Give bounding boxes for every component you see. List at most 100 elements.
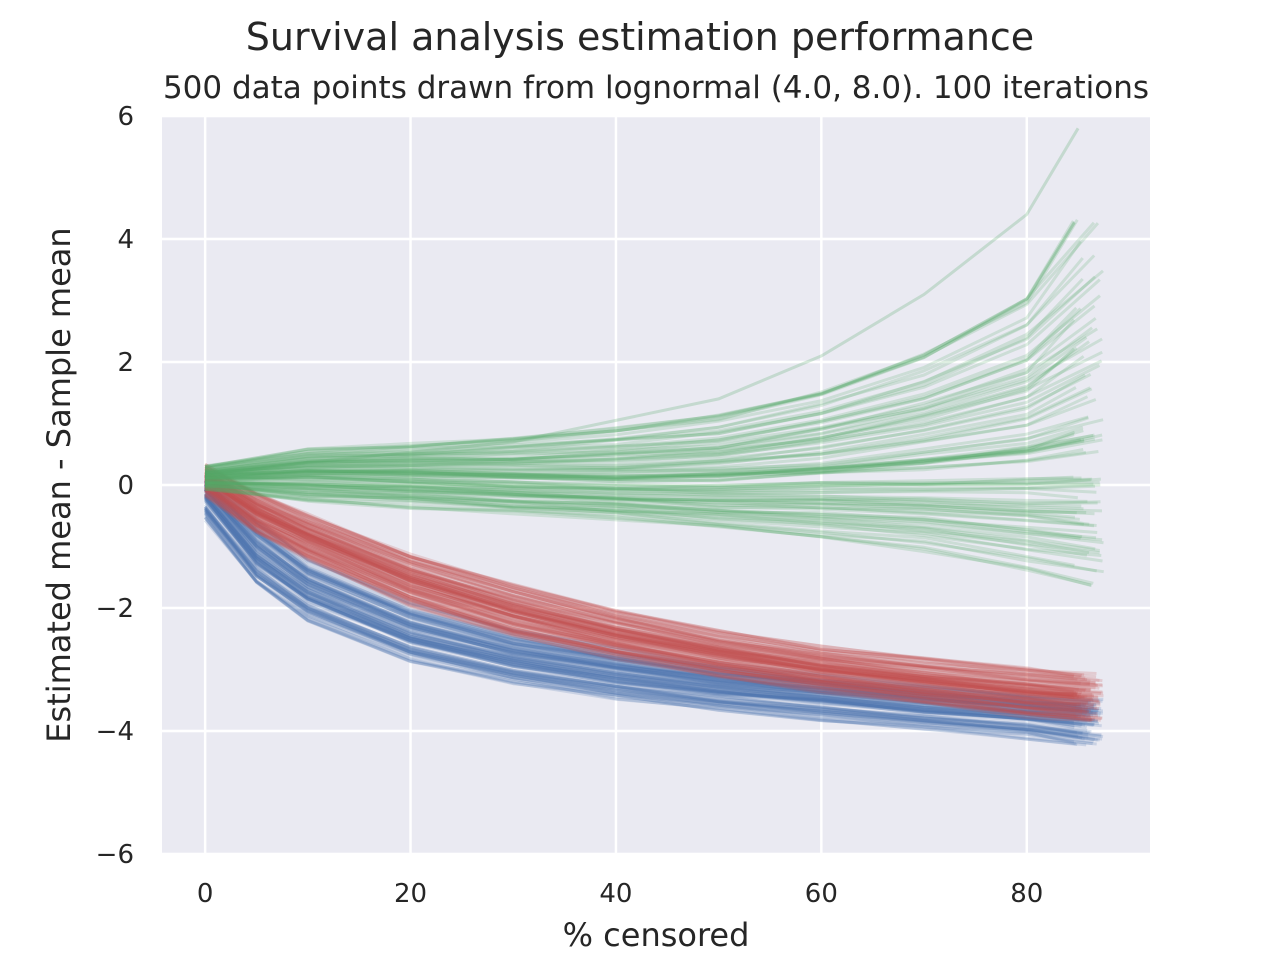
series-line — [203, 488, 1098, 715]
series-line — [204, 479, 1082, 700]
series-line — [203, 492, 1086, 722]
series-line — [204, 480, 1077, 707]
series-line — [203, 489, 1094, 717]
series-line — [205, 432, 1075, 479]
series-line — [203, 494, 1098, 723]
series-line — [204, 486, 1089, 713]
series-line — [204, 469, 1090, 685]
series-line — [205, 474, 1094, 492]
series-line — [204, 480, 1092, 704]
series-line — [204, 472, 1074, 693]
series-line — [204, 482, 1094, 701]
series-line — [204, 485, 1083, 712]
y-tick-label: 6 — [117, 102, 134, 132]
series-line — [205, 475, 1097, 496]
series-line — [203, 510, 1079, 738]
series-line — [204, 490, 1092, 720]
series-line — [204, 480, 1086, 709]
series-line — [204, 480, 1095, 710]
series-line — [203, 510, 1095, 741]
series-line — [204, 474, 1078, 697]
series-line — [205, 479, 1085, 526]
series-line — [204, 480, 1095, 708]
series-line — [204, 479, 1082, 711]
series-line — [204, 486, 1097, 573]
series-line — [203, 485, 1098, 713]
series-line — [204, 306, 1078, 475]
series-line — [205, 479, 1098, 505]
series-line — [204, 337, 1103, 474]
series-line — [204, 491, 1093, 723]
series-line — [205, 433, 1095, 481]
series-line — [204, 294, 1101, 471]
series-line — [203, 483, 1084, 714]
series-line — [204, 307, 1082, 473]
series-line — [204, 473, 1079, 695]
series-line — [203, 488, 1097, 716]
series-line — [204, 489, 1095, 722]
series-line — [204, 326, 1094, 475]
series-line — [203, 519, 1093, 746]
series-line — [204, 480, 1083, 539]
series-line — [204, 478, 1103, 703]
series-line — [203, 505, 1090, 735]
series-line — [204, 474, 1101, 706]
series-line — [204, 221, 1076, 469]
series-line — [205, 437, 1096, 481]
series-line — [204, 479, 1081, 706]
series-line — [205, 373, 1092, 476]
series-line — [204, 471, 1098, 687]
series-line — [205, 481, 1097, 540]
series-line — [204, 476, 1088, 699]
series-line — [203, 516, 1087, 747]
series-line — [204, 479, 1081, 709]
series-line — [204, 477, 1091, 703]
series-line — [204, 479, 1077, 709]
series-line — [205, 476, 1082, 489]
series-line — [204, 465, 1085, 677]
series-line — [204, 474, 1103, 688]
series-line — [203, 509, 1089, 739]
series-line — [205, 480, 1087, 514]
series-line — [203, 492, 1080, 722]
series-line — [204, 476, 1079, 700]
series-line — [204, 277, 1084, 473]
series-line — [204, 484, 1082, 710]
series-line — [204, 474, 1102, 695]
series-line — [204, 476, 1104, 695]
series-line — [203, 512, 1094, 744]
series-line — [204, 269, 1104, 469]
series-line — [203, 495, 1075, 724]
series-line — [203, 493, 1098, 723]
series-line — [203, 497, 1075, 730]
series-line — [204, 469, 1090, 687]
y-tick-label: 2 — [117, 348, 134, 378]
chart-subtitle: 500 data points drawn from lognormal (4.… — [163, 70, 1149, 106]
series-line — [204, 473, 1082, 695]
series-line — [204, 327, 1098, 475]
series-line — [204, 485, 1087, 706]
series-line — [205, 386, 1077, 474]
series-line — [204, 473, 1094, 703]
series-line — [204, 438, 1085, 481]
series-line — [204, 386, 1091, 478]
series-line — [204, 359, 1103, 477]
series-line — [204, 479, 1088, 704]
series-line — [203, 487, 1093, 715]
series-line — [203, 506, 1088, 733]
series-line — [203, 505, 1089, 736]
series-line — [204, 488, 1089, 714]
x-tick-label: 60 — [805, 879, 838, 909]
series-line — [204, 481, 1085, 706]
series-line — [205, 476, 1096, 494]
series-line — [204, 483, 1088, 714]
series-line — [204, 482, 1081, 707]
series-line — [204, 470, 1078, 682]
series-line — [205, 475, 1100, 490]
series-line — [204, 480, 1087, 706]
series-line — [204, 489, 1083, 715]
series-line — [204, 487, 1078, 719]
series-line — [203, 495, 1095, 726]
series-line — [203, 489, 1087, 717]
